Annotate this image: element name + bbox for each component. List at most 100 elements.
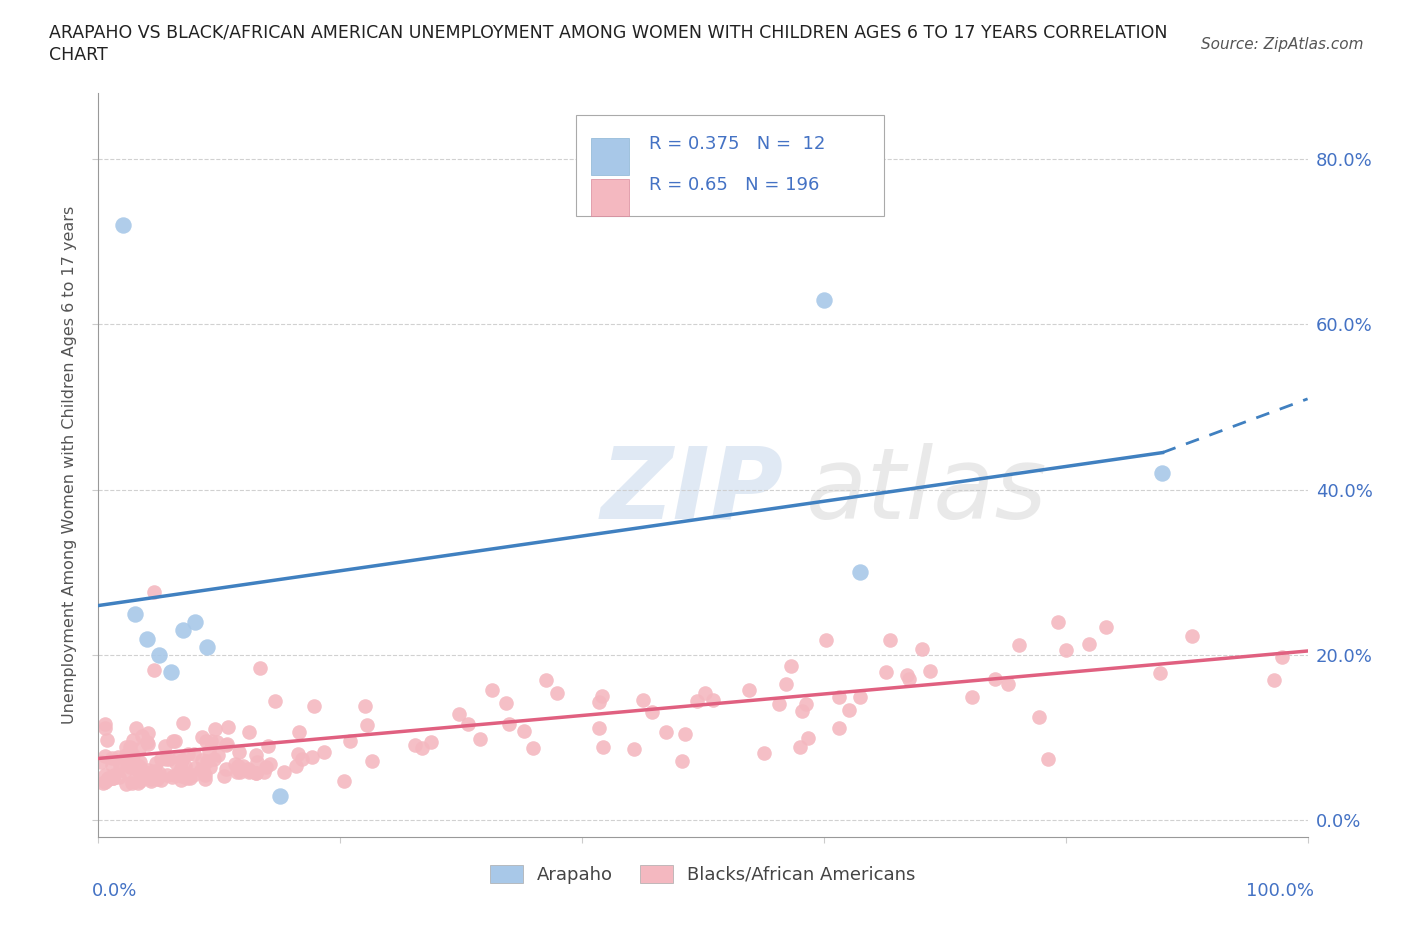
Point	[136, 725, 159, 740]
Point	[169, 761, 191, 776]
Point	[181, 767, 204, 782]
Point	[142, 585, 165, 600]
Point	[815, 632, 838, 647]
Point	[107, 750, 129, 764]
Point	[263, 693, 285, 708]
Point	[404, 737, 426, 752]
Point	[101, 771, 124, 786]
Y-axis label: Unemployment Among Women with Children Ages 6 to 17 years: Unemployment Among Women with Children A…	[62, 206, 77, 724]
Point	[245, 765, 267, 780]
Point	[169, 773, 191, 788]
Point	[96, 772, 118, 787]
Point	[918, 664, 941, 679]
Point	[191, 753, 214, 768]
Point	[361, 753, 384, 768]
Point	[838, 703, 860, 718]
Point	[997, 677, 1019, 692]
Point	[457, 716, 479, 731]
Point	[546, 685, 568, 700]
Point	[184, 761, 207, 776]
Point	[655, 724, 678, 739]
Point	[239, 764, 262, 778]
Point	[813, 292, 835, 307]
Point	[194, 767, 217, 782]
Point	[162, 769, 184, 784]
Point	[184, 615, 207, 630]
Legend: Arapaho, Blacks/African Americans: Arapaho, Blacks/African Americans	[484, 858, 922, 891]
Point	[135, 769, 157, 784]
Point	[115, 757, 138, 772]
Point	[702, 693, 724, 708]
FancyBboxPatch shape	[576, 115, 884, 216]
Point	[169, 767, 191, 782]
Text: Source: ZipAtlas.com: Source: ZipAtlas.com	[1201, 37, 1364, 52]
Point	[103, 767, 125, 782]
Point	[94, 749, 117, 764]
Point	[339, 733, 361, 748]
Point	[148, 647, 170, 662]
Point	[94, 774, 117, 789]
Point	[191, 763, 214, 777]
Point	[114, 739, 136, 754]
Point	[828, 721, 851, 736]
Point	[498, 717, 520, 732]
Point	[207, 747, 229, 762]
Point	[797, 730, 820, 745]
Point	[94, 717, 117, 732]
Point	[167, 750, 190, 764]
Point	[214, 737, 236, 752]
Point	[162, 734, 184, 749]
Point	[157, 751, 180, 766]
Point	[149, 751, 172, 766]
Point	[115, 747, 138, 762]
Point	[163, 767, 186, 782]
Point	[128, 774, 150, 789]
Point	[641, 705, 664, 720]
Point	[107, 769, 129, 784]
Point	[149, 773, 172, 788]
Point	[120, 739, 142, 754]
Point	[136, 762, 159, 777]
Point	[128, 759, 150, 774]
Point	[195, 734, 218, 749]
Point	[127, 776, 149, 790]
Point	[254, 759, 277, 774]
Point	[90, 755, 112, 770]
Point	[176, 747, 198, 762]
Point	[155, 751, 177, 766]
Point	[129, 754, 152, 769]
Point	[1181, 629, 1204, 644]
Point	[1028, 710, 1050, 724]
Point	[1152, 466, 1174, 481]
Point	[120, 758, 142, 773]
Point	[94, 768, 117, 783]
Point	[768, 697, 790, 711]
Point	[259, 756, 281, 771]
Point	[215, 737, 238, 751]
Point	[136, 735, 159, 750]
Point	[253, 764, 276, 779]
Point	[143, 764, 166, 778]
Point	[200, 734, 222, 749]
Point	[848, 689, 870, 704]
Point	[148, 766, 170, 781]
Point	[686, 694, 709, 709]
Point	[273, 764, 295, 779]
Point	[245, 748, 267, 763]
Point	[121, 732, 143, 747]
Point	[96, 733, 118, 748]
Point	[136, 737, 159, 751]
Point	[789, 740, 811, 755]
Point	[97, 770, 120, 785]
Point	[828, 689, 851, 704]
Point	[522, 740, 544, 755]
Point	[1008, 637, 1031, 652]
FancyBboxPatch shape	[591, 138, 630, 175]
Point	[146, 768, 169, 783]
Point	[1149, 666, 1171, 681]
Point	[419, 734, 441, 749]
Point	[101, 758, 124, 773]
Point	[897, 671, 920, 686]
Point	[153, 738, 176, 753]
Point	[411, 741, 433, 756]
